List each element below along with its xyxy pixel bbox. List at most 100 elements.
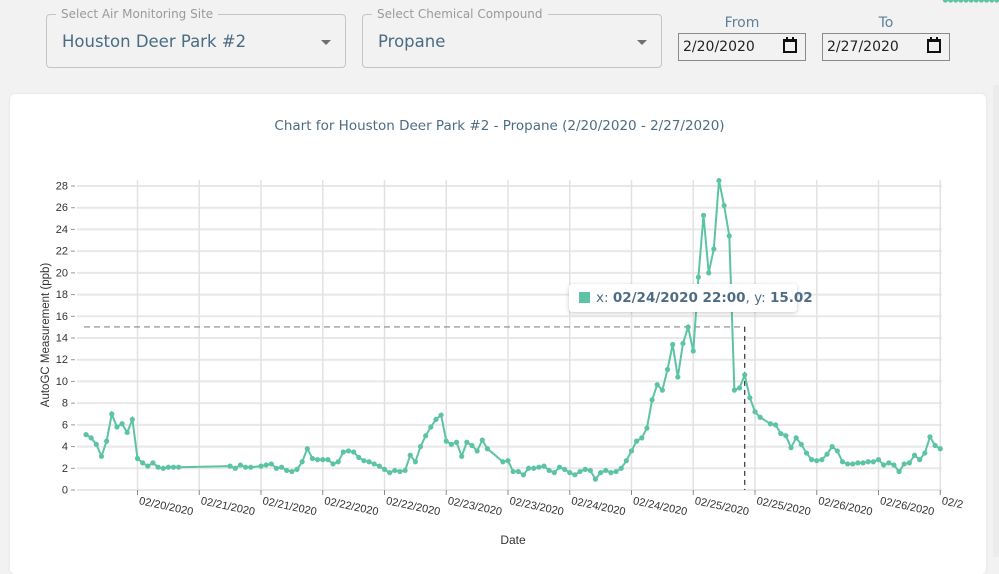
data-point[interactable] bbox=[875, 457, 882, 463]
data-point[interactable] bbox=[479, 437, 485, 443]
data-point[interactable] bbox=[680, 340, 686, 347]
data-point[interactable] bbox=[330, 461, 336, 467]
data-point[interactable] bbox=[819, 457, 825, 463]
data-point[interactable] bbox=[356, 454, 362, 461]
data-point[interactable] bbox=[248, 464, 254, 470]
data-point[interactable] bbox=[304, 446, 310, 452]
data-point[interactable] bbox=[320, 457, 326, 463]
data-point[interactable] bbox=[448, 441, 454, 447]
data-point[interactable] bbox=[417, 443, 424, 450]
data-point[interactable] bbox=[376, 463, 382, 469]
data-point[interactable] bbox=[803, 450, 810, 456]
data-point[interactable] bbox=[433, 416, 439, 423]
page-scrollbar[interactable] bbox=[993, 85, 999, 557]
data-point[interactable] bbox=[968, 0, 974, 3]
data-point[interactable] bbox=[886, 460, 892, 466]
data-point[interactable] bbox=[412, 459, 418, 465]
data-point[interactable] bbox=[891, 462, 897, 468]
data-point[interactable] bbox=[834, 448, 840, 454]
data-point[interactable] bbox=[598, 470, 604, 476]
data-point[interactable] bbox=[325, 457, 331, 463]
data-point[interactable] bbox=[397, 468, 403, 475]
data-point[interactable] bbox=[140, 460, 146, 466]
data-point[interactable] bbox=[644, 425, 650, 431]
data-point[interactable] bbox=[242, 464, 249, 470]
data-point[interactable] bbox=[335, 459, 341, 465]
data-point[interactable] bbox=[176, 464, 182, 470]
data-point[interactable] bbox=[556, 464, 563, 470]
data-point[interactable] bbox=[963, 0, 969, 3]
data-point[interactable] bbox=[865, 459, 871, 465]
data-point[interactable] bbox=[577, 468, 583, 475]
data-point[interactable] bbox=[860, 460, 866, 466]
data-point[interactable] bbox=[484, 446, 491, 452]
data-point[interactable] bbox=[227, 463, 233, 469]
data-point[interactable] bbox=[685, 324, 691, 330]
data-point[interactable] bbox=[649, 397, 655, 403]
calendar-icon[interactable] bbox=[783, 37, 797, 53]
data-point[interactable] bbox=[613, 468, 619, 475]
data-point[interactable] bbox=[814, 458, 820, 464]
data-point[interactable] bbox=[958, 0, 964, 3]
data-point[interactable] bbox=[973, 0, 979, 3]
data-point[interactable] bbox=[392, 467, 398, 474]
data-point[interactable] bbox=[114, 424, 120, 430]
data-point[interactable] bbox=[402, 467, 408, 474]
data-point[interactable] bbox=[284, 467, 290, 474]
data-point[interactable] bbox=[278, 464, 285, 470]
data-point[interactable] bbox=[294, 466, 300, 472]
data-point[interactable] bbox=[654, 382, 660, 388]
data-point[interactable] bbox=[129, 416, 135, 423]
data-point[interactable] bbox=[922, 450, 928, 456]
data-point[interactable] bbox=[608, 470, 614, 476]
data-point[interactable] bbox=[366, 459, 372, 465]
data-point[interactable] bbox=[917, 457, 923, 463]
data-point[interactable] bbox=[237, 462, 244, 468]
data-point[interactable] bbox=[778, 430, 784, 437]
data-point[interactable] bbox=[340, 449, 346, 455]
data-point[interactable] bbox=[109, 411, 115, 417]
data-point[interactable] bbox=[845, 461, 851, 467]
data-point[interactable] bbox=[500, 459, 506, 465]
data-point[interactable] bbox=[906, 460, 912, 466]
data-point[interactable] bbox=[767, 421, 774, 427]
data-point[interactable] bbox=[289, 468, 295, 475]
data-point[interactable] bbox=[464, 439, 470, 445]
data-point[interactable] bbox=[88, 435, 94, 441]
data-point[interactable] bbox=[603, 467, 609, 474]
data-point[interactable] bbox=[351, 449, 357, 455]
data-point[interactable] bbox=[983, 0, 990, 3]
data-point[interactable] bbox=[104, 438, 110, 444]
data-point[interactable] bbox=[299, 459, 305, 465]
data-point[interactable] bbox=[634, 438, 640, 444]
data-point[interactable] bbox=[623, 458, 629, 464]
to-date-input[interactable]: 2/27/2020 bbox=[822, 33, 950, 61]
data-point[interactable] bbox=[736, 385, 743, 391]
data-point[interactable] bbox=[901, 461, 907, 467]
data-point[interactable] bbox=[937, 446, 943, 452]
data-point[interactable] bbox=[531, 465, 537, 471]
data-point[interactable] bbox=[927, 434, 933, 440]
data-point[interactable] bbox=[639, 435, 645, 441]
data-point[interactable] bbox=[747, 395, 753, 401]
data-point[interactable] bbox=[546, 467, 552, 474]
data-point[interactable] bbox=[423, 433, 429, 439]
data-point[interactable] bbox=[809, 457, 815, 463]
data-point[interactable] bbox=[721, 202, 727, 209]
data-point[interactable] bbox=[628, 448, 635, 454]
data-point[interactable] bbox=[896, 468, 902, 475]
data-point[interactable] bbox=[695, 274, 701, 280]
data-point[interactable] bbox=[783, 433, 789, 439]
data-point[interactable] bbox=[160, 465, 166, 471]
data-point[interactable] bbox=[618, 465, 624, 471]
data-point[interactable] bbox=[361, 458, 367, 464]
data-point[interactable] bbox=[953, 0, 959, 3]
data-point[interactable] bbox=[273, 465, 280, 471]
site-select[interactable]: Select Air Monitoring Site Houston Deer … bbox=[46, 6, 346, 68]
data-point[interactable] bbox=[726, 233, 732, 239]
data-point[interactable] bbox=[942, 0, 948, 3]
data-point[interactable] bbox=[525, 465, 532, 471]
data-point[interactable] bbox=[793, 435, 799, 441]
data-point[interactable] bbox=[798, 441, 804, 447]
data-point[interactable] bbox=[309, 455, 316, 462]
